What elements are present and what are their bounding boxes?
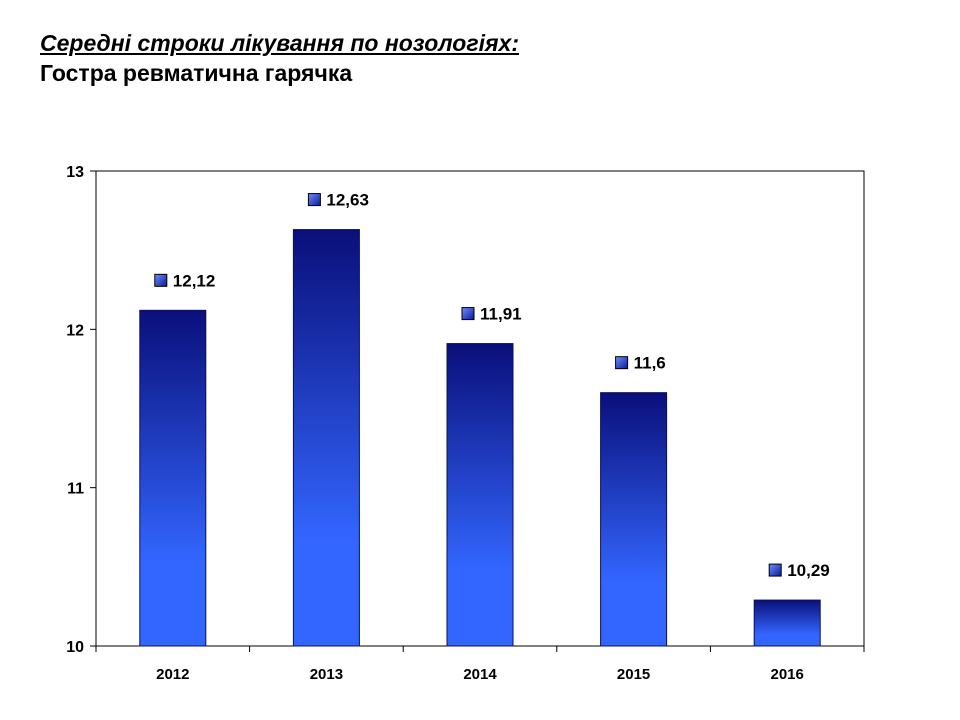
- data-label-marker: [615, 356, 629, 370]
- x-tick-label: 2016: [771, 666, 804, 683]
- y-tick-label: 10: [66, 639, 84, 656]
- data-label: 11,6: [634, 354, 666, 373]
- y-tick-label: 11: [67, 481, 84, 498]
- data-label: 11,91: [480, 305, 522, 324]
- y-tick-label: 12: [66, 322, 84, 339]
- page-title: Середні строки лікування по нозологіях:: [40, 30, 520, 56]
- bar: [446, 343, 514, 647]
- bar: [139, 309, 207, 647]
- x-tick-label: 2015: [617, 666, 650, 683]
- x-tick-label: 2012: [156, 666, 189, 683]
- data-label: 10,29: [787, 561, 830, 580]
- data-label-marker: [461, 307, 475, 321]
- x-tick-label: 2013: [310, 666, 343, 683]
- data-label-marker: [768, 563, 782, 577]
- page-subtitle: Гостра ревматична гарячка: [40, 60, 353, 86]
- data-label-marker: [307, 193, 321, 207]
- bar: [600, 392, 668, 647]
- bar: [292, 229, 360, 647]
- data-label-marker: [154, 273, 168, 287]
- x-tick-label: 2014: [463, 666, 497, 683]
- y-tick-label: 13: [66, 164, 84, 181]
- data-label: 12,63: [326, 191, 369, 210]
- data-label: 12,12: [173, 271, 216, 290]
- bar: [753, 599, 821, 647]
- chart-heading: Середні строки лікування по нозологіях: …: [40, 28, 519, 88]
